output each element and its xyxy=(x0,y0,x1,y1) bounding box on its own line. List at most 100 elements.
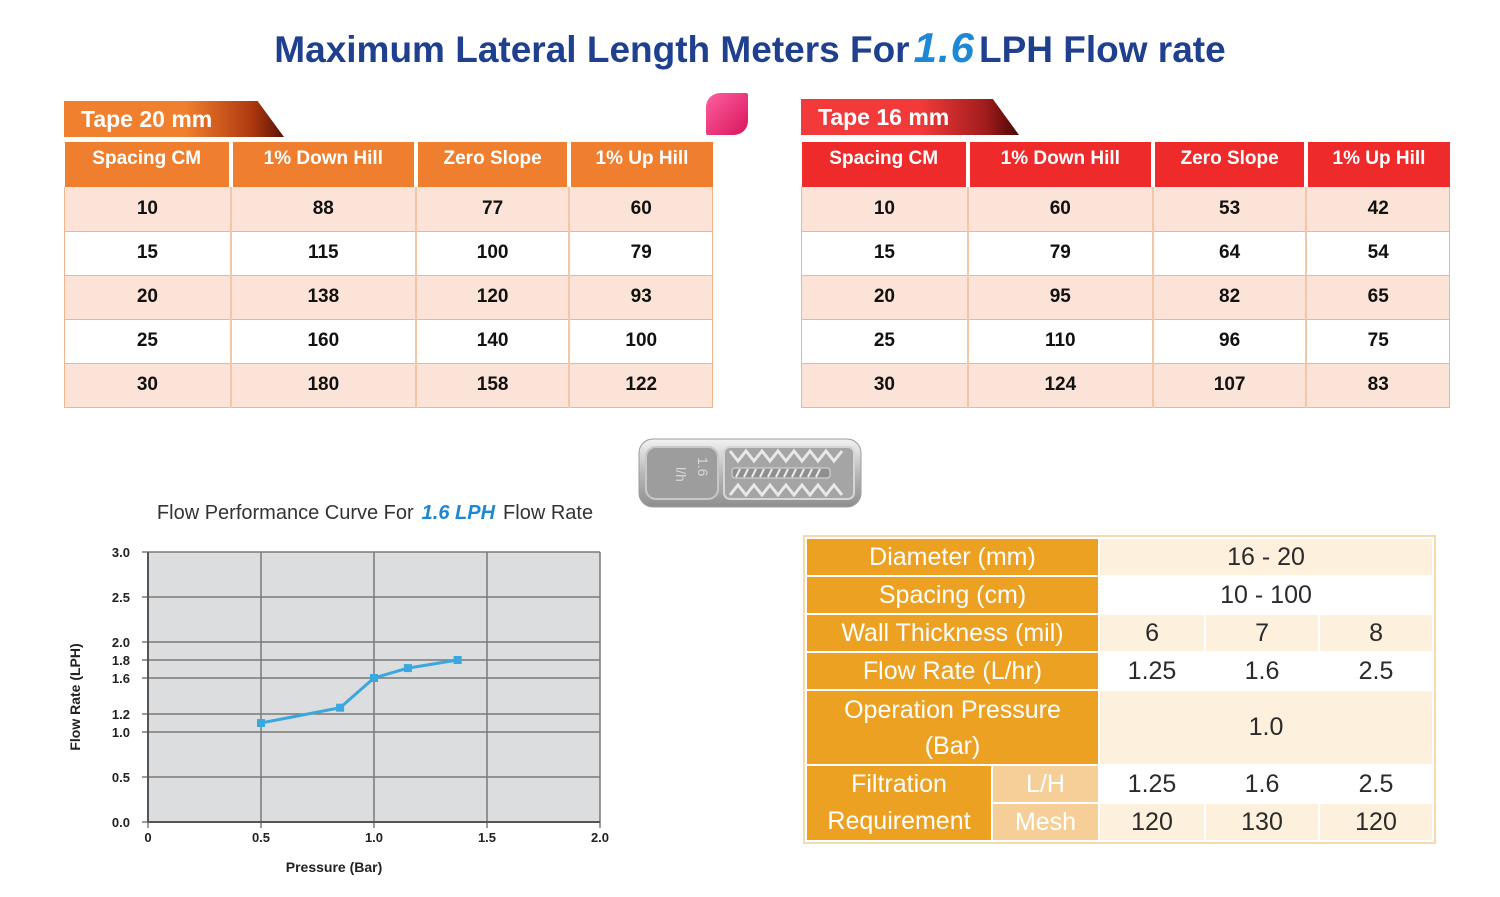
table-cell: 83 xyxy=(1305,363,1451,408)
table-row: 20 138 120 93 xyxy=(63,275,714,320)
y-tick-label: 1.8 xyxy=(112,653,130,668)
dripper-label-top: 1.6 xyxy=(695,457,711,477)
table-row: 25 160 140 100 xyxy=(63,319,714,364)
x-axis-label: Pressure (Bar) xyxy=(286,859,383,875)
data-point xyxy=(403,664,412,673)
chart-title: Flow Performance Curve For 1.6 LPH Flow Ra… xyxy=(100,502,650,525)
y-tick-label: 1.6 xyxy=(112,671,130,686)
x-tick-label: 1.0 xyxy=(365,830,383,845)
tape-20-table: Spacing CM 1% Down Hill Zero Slope 1% Up… xyxy=(63,142,714,408)
table-cell: 75 xyxy=(1305,319,1451,364)
chart-title-prefix: Flow Performance Curve For xyxy=(156,502,414,524)
filtration-lh-label: L/H xyxy=(990,764,1101,804)
table-cell: 60 xyxy=(966,187,1153,232)
table-cell: 10 xyxy=(63,187,231,232)
table-row: 20 95 82 65 xyxy=(800,275,1451,320)
table-cell: 95 xyxy=(966,275,1153,320)
flow-rate-value: 1.6 xyxy=(1204,651,1321,691)
table-cell: 20 xyxy=(800,275,968,320)
table-cell: 64 xyxy=(1151,231,1307,276)
table-cell: 77 xyxy=(414,187,570,232)
table-cell: 54 xyxy=(1305,231,1451,276)
flow-rate-value: 1.25 xyxy=(1098,651,1207,691)
data-point xyxy=(453,656,462,664)
table-cell: 107 xyxy=(1151,363,1307,408)
table-row: 15 115 100 79 xyxy=(63,231,714,276)
table-cell: 53 xyxy=(1151,187,1307,232)
table-cell: 88 xyxy=(229,187,416,232)
dripper-emitter-image: 1.6 l/h xyxy=(638,438,862,508)
table-cell: 122 xyxy=(568,363,714,408)
table-header-row: Spacing CM 1% Down Hill Zero Slope 1% Up… xyxy=(801,142,1450,187)
chart-title-highlight: 1.6 LPH xyxy=(421,502,496,524)
table-cell: 79 xyxy=(568,231,714,276)
flow-rate-label: Flow Rate (L/hr) xyxy=(804,651,1101,691)
table-cell: 20 xyxy=(63,275,231,320)
spec-row-spacing: Spacing (cm) 10 - 100 xyxy=(804,575,1435,615)
title-flow-value: 1.6 xyxy=(913,24,975,71)
filtration-lh-value: 1.6 xyxy=(1204,764,1321,804)
spec-row-flow: Flow Rate (L/hr) 1.25 1.6 2.5 xyxy=(804,651,1435,691)
filtration-label: Filtration Requirement xyxy=(805,764,993,842)
header-down-hill: 1% Down Hill xyxy=(965,142,1153,187)
table-cell: 10 xyxy=(800,187,968,232)
spec-row-filtration-lh: Filtration Requirement L/H 1.25 1.6 2.5 xyxy=(805,764,1435,842)
filtration-mesh-label: Mesh xyxy=(990,802,1101,842)
spacing-value: 10 - 100 xyxy=(1098,575,1435,615)
x-tick-label: 0.5 xyxy=(252,830,270,845)
wall-thickness-value: 8 xyxy=(1318,613,1435,653)
filtration-label-line1: Filtration xyxy=(851,770,947,798)
y-tick-label: 0.0 xyxy=(112,815,130,830)
table-cell: 138 xyxy=(229,275,416,320)
header-spacing: Spacing CM xyxy=(801,142,968,187)
header-spacing: Spacing CM xyxy=(64,142,231,187)
table-cell: 60 xyxy=(568,187,714,232)
table-cell: 158 xyxy=(414,363,570,408)
y-tick-label: 1.2 xyxy=(112,707,130,722)
table-cell: 65 xyxy=(1305,275,1451,320)
wall-thickness-value: 7 xyxy=(1204,613,1321,653)
table-cell: 15 xyxy=(800,231,968,276)
table-cell: 30 xyxy=(800,363,968,408)
data-point xyxy=(257,719,265,727)
tape-20-tag: Tape 20 mm xyxy=(64,101,284,137)
table-row: 30 180 158 122 xyxy=(63,363,714,408)
spec-row-pressure: Operation Pressure (Bar) 1.0 xyxy=(804,689,1435,766)
filtration-mesh-value: 130 xyxy=(1204,802,1321,842)
table-cell: 79 xyxy=(966,231,1153,276)
title-suffix: LPH Flow rate xyxy=(978,29,1226,70)
table-cell: 110 xyxy=(966,319,1153,364)
table-row: 10 60 53 42 xyxy=(800,187,1451,232)
page-title: Maximum Lateral Length Meters For1.6 LPH … xyxy=(0,24,1500,72)
chart-title-suffix: Flow Rate xyxy=(503,502,594,524)
table-cell: 115 xyxy=(229,231,416,276)
x-tick-label: 0 xyxy=(144,830,151,845)
table-cell: 180 xyxy=(229,363,416,408)
table-cell: 140 xyxy=(414,319,570,364)
data-point xyxy=(336,703,345,712)
spec-row-wall: Wall Thickness (mil) 6 7 8 xyxy=(804,613,1435,653)
table-cell: 42 xyxy=(1305,187,1451,232)
filtration-label-line2: Requirement xyxy=(827,807,971,835)
table-cell: 100 xyxy=(568,319,714,364)
table-cell: 25 xyxy=(800,319,968,364)
y-axis-label: Flow Rate (LPH) xyxy=(67,643,83,750)
flow-performance-chart: 3.0 2.5 2.0 1.8 1.6 1.2 1.0 0.5 0.0 0 0.5 1.0 1.5 2.0… xyxy=(67,545,609,875)
operation-pressure-label-line1: Operation Pressure xyxy=(844,695,1061,724)
y-tick-label: 0.5 xyxy=(112,770,130,785)
table-cell: 82 xyxy=(1151,275,1307,320)
x-tick-label: 2.0 xyxy=(591,830,609,845)
y-tick-label: 3.0 xyxy=(112,545,130,560)
table-row: 25 110 96 75 xyxy=(800,319,1451,364)
diameter-value: 16 - 20 xyxy=(1098,537,1435,577)
filtration-mesh-value: 120 xyxy=(1318,802,1435,842)
diameter-label: Diameter (mm) xyxy=(804,537,1101,577)
table-cell: 15 xyxy=(63,231,231,276)
table-header-row: Spacing CM 1% Down Hill Zero Slope 1% Up… xyxy=(64,142,713,187)
leaf-icon xyxy=(706,93,748,135)
table-cell: 96 xyxy=(1151,319,1307,364)
wall-thickness-value: 6 xyxy=(1098,613,1207,653)
tape-16-tag: Tape 16 mm xyxy=(801,99,1019,135)
header-up-hill: 1% Up Hill xyxy=(567,142,713,187)
table-cell: 93 xyxy=(568,275,714,320)
